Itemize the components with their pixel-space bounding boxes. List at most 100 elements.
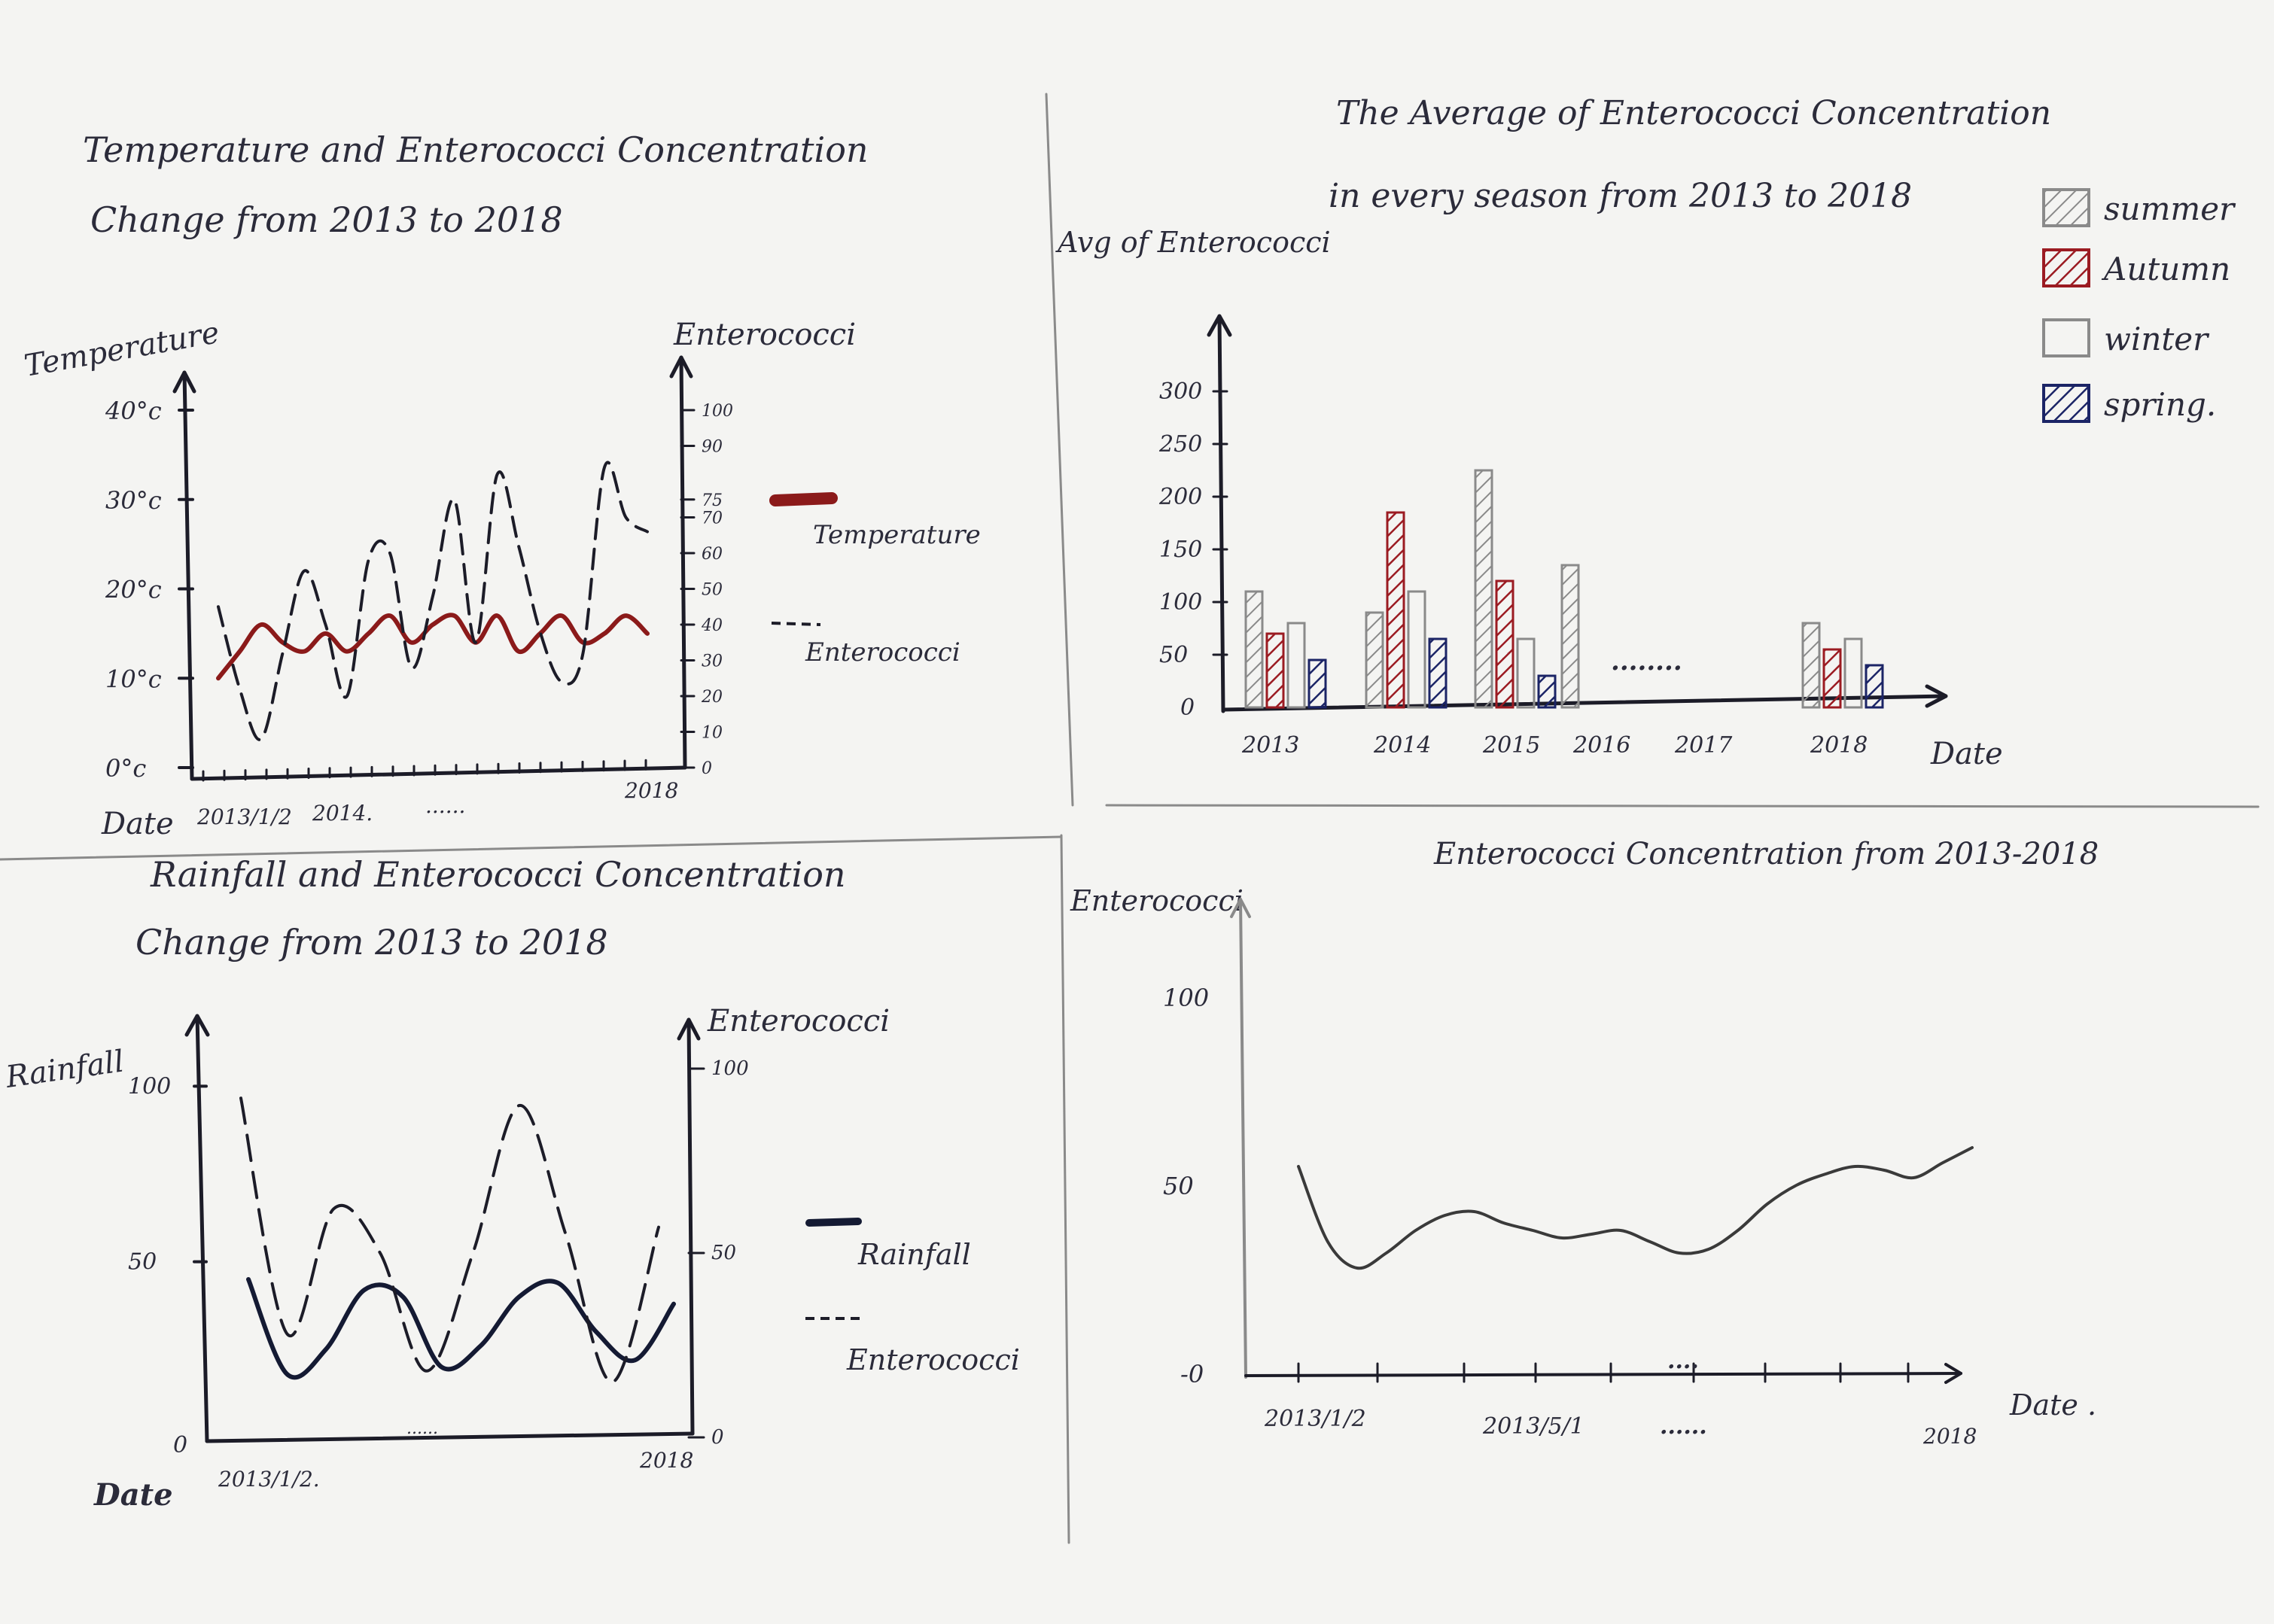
season-chart-y-axis-arrow [1207,314,1232,337]
season-x-tick-label: 2017 [1674,732,1733,759]
season-chart: The Average of Enterococci Concentration… [1055,94,2236,771]
rainfall-chart-x-tick-label: 2013/1/2. [218,1467,320,1492]
season-legend-swatch [2042,318,2090,357]
enterococci-series-line-3 [1297,1146,1974,1270]
season-chart-y-axis-label: Avg of Enterococci [1055,226,1331,259]
season-legend-label: spring. [2104,386,2216,423]
rainfall-chart-left-axis-arrow [184,1014,210,1037]
rainfall-chart-right-axis-arrow [677,1017,701,1041]
season-legend-label: Autumn [2101,251,2230,287]
season-bar-autumn [1495,579,1514,709]
season-y-tick-label: 0 [1180,695,1195,721]
temperature-left-tick-label: 40°c [105,397,162,425]
season-bar-summer [1365,611,1384,709]
temperature-chart-left-axis-arrow [172,370,196,394]
enterococci-chart-x-tick-label: 2018 [1922,1424,1977,1449]
season-chart-title-line2: in every season from 2013 to 2018 [1329,177,1912,215]
divider-horizontal-left [0,835,1063,861]
season-y-tick-label: 50 [1159,642,1188,668]
enterococci-chart-x-axis [1244,1372,1962,1377]
season-legend-swatch [2042,384,2090,423]
temperature-right-tick-label: 30 [702,652,723,671]
season-x-tick-label: 2018 [1810,732,1868,759]
temperature-chart-left-axis-label: Temperature [22,315,222,384]
enterococci-chart-y-axis-arrow [1230,898,1251,918]
temperature-chart-right-axis-arrow [669,355,693,379]
temperature-left-tick-label: 30°c [105,486,162,515]
temperature-chart-x-tick-label: 2018 [624,778,678,803]
enterococci-chart-x-tick-label: 2013/5/1 [1482,1413,1584,1440]
enterococci-point-2 [472,1252,474,1254]
rainfall-chart-left-axis-label: Rainfall [3,1044,126,1095]
rainfall-chart-x-axis-label: Date [93,1477,173,1513]
season-legend-label: summer [2104,190,2236,227]
divider-vertical-top [1045,93,1074,807]
rainfall-chart-x-tick-label: 2018 [639,1448,693,1473]
temperature-right-tick-label: 90 [702,438,723,457]
temperature-chart-title-line1: Temperature and Enterococci Concentratio… [83,129,869,170]
rainfall-series-line [246,1277,676,1380]
enterococci-point [410,667,412,669]
enterococci-legend-label: Enterococci [805,637,960,668]
rainfall-legend-label: Rainfall [857,1238,971,1271]
temperature-right-tick-label: 20 [701,688,723,707]
temperature-series-line [216,613,650,681]
rainfall-chart-title-line1: Rainfall and Enterococci Concentration [150,854,846,895]
season-bar-summer [1560,564,1580,709]
season-bar-spring [1865,664,1884,709]
temperature-legend-label: Temperature [813,520,981,550]
season-y-tick-label: 300 [1159,379,1202,405]
enterococci-y-tick-label: 50 [1163,1172,1194,1200]
season-x-tick-label: 2016 [1572,732,1630,759]
season-bar-spring [1307,658,1327,709]
rainfall-chart-x-axis [205,1431,695,1443]
season-chart-title-line1: The Average of Enterococci Concentration [1336,94,2051,132]
temperature-right-tick-label: 70 [702,509,723,528]
divider-horizontal-right [1105,804,2260,808]
enterococci-chart-title: Enterococci Concentration from 2013-2018 [1433,837,2099,871]
season-bar-winter [1407,590,1426,709]
rainfall-chart: Rainfall and Enterococci Concentration C… [3,854,1020,1513]
enterococci-point [453,498,455,500]
enterococci-y-tick-label: 100 [1163,984,1209,1012]
temperature-legend-swatch [769,492,838,506]
season-legend-label: winter [2104,321,2210,357]
temperature-left-tick-label: 0°c [105,754,146,783]
season-bar-summer [1474,469,1493,709]
temperature-chart-title-line2: Change from 2013 to 2018 [90,199,563,240]
season-chart-x-axis-label: Date [1930,737,2003,771]
season-bar-spring [1428,637,1448,709]
season-bar-winter [1286,622,1306,709]
temperature-right-tick-label: 100 [702,402,733,421]
season-bar-autumn [1822,648,1842,709]
season-legend-swatch [2042,188,2090,227]
season-bar-summer [1801,622,1821,709]
enterococci-chart-x-tick-label: 2013/1/2 [1264,1406,1366,1432]
enterococci-chart-x-axis-arrow [1944,1363,1962,1384]
rainfall-right-tick-label: 100 [711,1057,749,1080]
season-bar-winter [1516,637,1536,709]
enterococci-legend-swatch [771,622,821,626]
temperature-chart-right-axis-label: Enterococci [673,318,856,352]
season-y-tick-label: 200 [1158,484,1202,510]
enterococci-point-2 [611,1381,613,1383]
enterococci-series-line [217,461,649,741]
enterococci-point [239,688,241,690]
temperature-right-tick-label: 0 [702,759,712,778]
divider-vertical-bottom [1060,834,1070,1544]
temperature-right-tick-label: 10 [702,724,723,743]
rainfall-chart-title-line2: Change from 2013 to 2018 [135,922,608,963]
season-legend-swatch [2042,248,2090,287]
temperature-chart-x-tick-label: ...... [425,793,465,818]
rainfall-right-tick-label: 50 [711,1242,736,1264]
temperature-chart-x-tick-label: 2014. [312,801,373,826]
enterococci-chart-x-tick-label: ...... [1660,1413,1707,1440]
season-bar-spring [1537,674,1557,709]
rainfall-left-tick-label: 0 [173,1432,187,1458]
temperature-left-tick-label: 20°c [105,576,162,604]
temperature-chart-x-axis-label: Date [101,807,174,841]
rainfall-chart-left-axis [195,1014,209,1443]
rainfall-left-tick-label: 100 [128,1073,171,1099]
temperature-right-tick-label: 75 [702,491,723,510]
